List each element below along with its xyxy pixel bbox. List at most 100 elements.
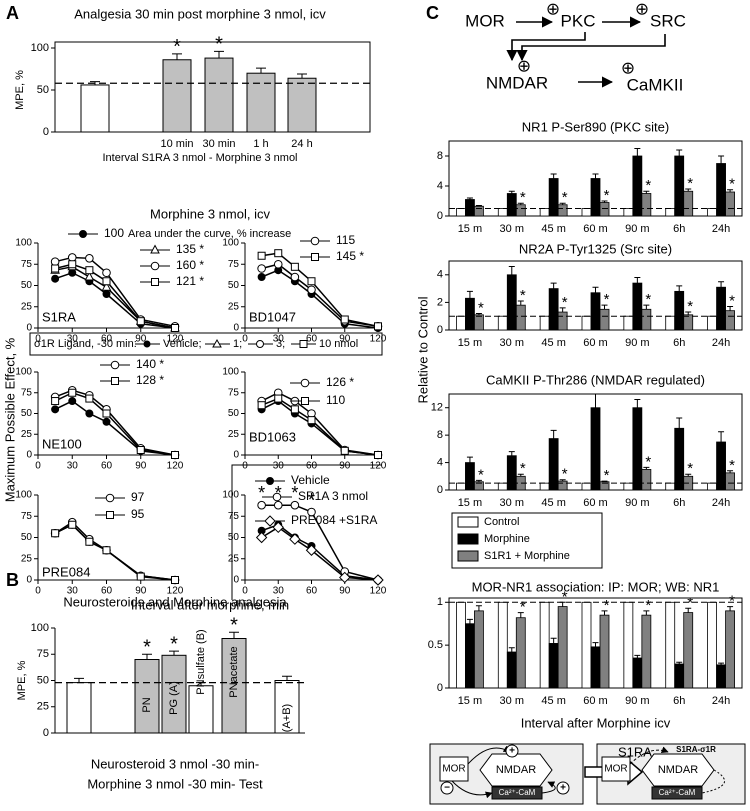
legend-label: 110 (326, 393, 345, 407)
bar (548, 288, 559, 331)
bar (632, 155, 643, 217)
y-tick-label: 50 (21, 408, 33, 419)
x-tick-label: 45 m (541, 695, 565, 707)
point (102, 268, 111, 278)
series-line (261, 397, 379, 456)
bar-label: PN (141, 697, 153, 712)
bar (506, 651, 517, 689)
x-tick-label: 0 (35, 586, 41, 597)
point (136, 572, 145, 581)
point (51, 274, 60, 283)
y-tick-label: 75 (37, 648, 49, 660)
error-bar (559, 479, 566, 482)
bar (287, 77, 317, 133)
bar (623, 315, 634, 331)
bar (623, 208, 634, 217)
x-tick-label: 60 (101, 461, 113, 472)
bar (665, 482, 676, 491)
point (274, 249, 283, 258)
y-tick-label: 0 (43, 126, 49, 138)
bar (632, 282, 643, 331)
error-bar (550, 429, 557, 439)
bar (557, 204, 568, 217)
x-tick-label: 30 (273, 586, 285, 597)
bar (581, 482, 592, 491)
y-axis-label: Relative to Control (415, 296, 430, 403)
legend-label: Morphine (484, 533, 530, 545)
bar (539, 482, 550, 491)
legend-marker (264, 515, 276, 527)
legend-label: 126 * (326, 375, 354, 389)
x-tick-label: 60 m (583, 337, 607, 349)
point (374, 451, 382, 459)
x-tick-label: 90 m (625, 337, 649, 349)
error-bar (727, 606, 734, 611)
x-tick-label: 120 (167, 586, 184, 597)
legend-marker (266, 477, 274, 485)
x-tick-label: 0 (242, 586, 248, 597)
legend-label: 115 (336, 233, 355, 247)
y-tick-label: 0 (233, 575, 239, 586)
y-tick-label: 50 (21, 280, 33, 291)
series-line (261, 523, 379, 581)
y-tick-label: 0 (437, 324, 443, 336)
x-tick-label: 30 m (500, 223, 524, 235)
y-tick-label: 75 (21, 511, 33, 522)
bar-label: PG (A) (168, 681, 180, 715)
x-tick-label: 6h (673, 497, 685, 509)
bar (539, 208, 550, 217)
significance-star: * (562, 588, 568, 605)
x-axis-label: Interval after Morphine icv (521, 715, 671, 730)
bar (590, 646, 601, 689)
legend-swatch (457, 516, 479, 528)
significance-star: * (258, 483, 265, 503)
x-tick-label: 120 (370, 334, 387, 345)
significance-star: * (562, 294, 568, 311)
sign: ⊕ (546, 0, 560, 18)
y-tick-label: 50 (228, 532, 240, 543)
sign: + (509, 746, 515, 757)
subfigure-title: Morphine 3 nmol, icv (150, 206, 270, 221)
bar-label: PNacetate (228, 646, 240, 697)
bar (474, 205, 484, 217)
significance-star: * (687, 460, 693, 477)
legend-label: S1R1 + Morphine (484, 550, 570, 562)
significance-star: * (520, 599, 526, 616)
error-bar (601, 610, 608, 616)
pathway (506, 16, 666, 88)
point (85, 537, 94, 546)
bar (641, 469, 652, 491)
y-tick-label: 0.5 (428, 639, 443, 651)
point (171, 451, 179, 459)
legend-marker (150, 244, 160, 254)
bar (221, 638, 247, 734)
bar-label: (A+B) (281, 704, 293, 732)
point (273, 500, 283, 510)
bar (539, 315, 550, 331)
point (307, 416, 316, 425)
x-tick-label: 60 (101, 586, 113, 597)
x-tick-label: 10 min (160, 138, 193, 150)
chart-label: PRE084 (42, 564, 90, 579)
y-tick-label: 25 (228, 429, 240, 440)
bar (66, 682, 92, 734)
significance-star: * (604, 291, 610, 308)
bar (599, 614, 610, 689)
point (339, 571, 351, 584)
bar (456, 208, 466, 217)
x-tick-label: 60 (306, 334, 318, 345)
legend-label: 135 * (176, 242, 204, 256)
error-bar (601, 304, 608, 310)
point (51, 405, 60, 414)
significance-star: * (173, 36, 181, 58)
point (289, 533, 301, 545)
significance-star: * (687, 594, 693, 611)
error-bar (634, 277, 641, 284)
legend-marker (105, 493, 115, 503)
bar (707, 482, 717, 491)
legend-swatch (457, 550, 479, 562)
significance-star: * (143, 637, 151, 659)
chart-title: Analgesia 30 min post morphine 3 nmol, i… (74, 6, 326, 21)
point (136, 446, 145, 455)
chart-title: Neurosteroids and Morphine analgesia (63, 594, 287, 609)
